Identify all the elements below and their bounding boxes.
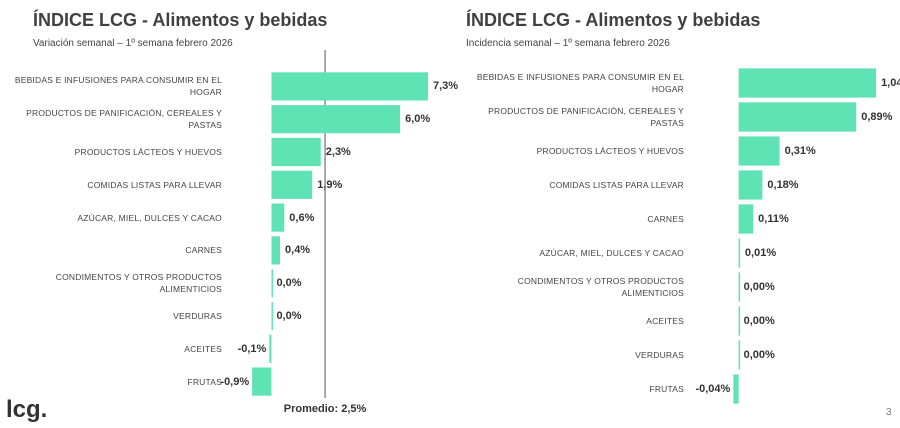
category-label: COMIDAS LISTAS PARA LLEVAR [87, 179, 222, 190]
bar [271, 72, 428, 101]
bar [271, 203, 285, 232]
category-label: PRODUCTOS DE PANIFICACIÓN, CEREALES Y PA… [488, 106, 684, 128]
category-label: ACEITES [184, 343, 222, 354]
category-label: PRODUCTOS LÁCTEOS Y HUEVOS [536, 146, 684, 156]
category-label: PRODUCTOS DE PANIFICACIÓN, CEREALES Y PA… [26, 108, 222, 131]
category-label: AZÚCAR, MIEL, DULCES Y CACAO [539, 248, 684, 258]
category-label: ACEITES [646, 316, 684, 326]
category-label: AZÚCAR, MIEL, DULCES Y CACAO [77, 212, 222, 223]
bar [738, 170, 763, 200]
bar [271, 269, 273, 298]
value-label: 1,9% [317, 178, 343, 191]
value-label: 2,3% [325, 146, 351, 158]
value-label: 0,00% [743, 349, 775, 361]
category-label: CARNES [185, 245, 222, 256]
value-label: -0,1% [237, 342, 267, 355]
value-label: 0,31% [784, 145, 816, 157]
chart-subtitle: Variación semanal – 1º semana febrero 20… [33, 38, 233, 49]
bar [271, 170, 313, 199]
category-label: FRUTAS [187, 376, 222, 387]
value-label: 7,3% [432, 80, 459, 93]
bar [271, 137, 321, 167]
value-label: 0,00% [743, 281, 775, 293]
bar [738, 102, 857, 132]
value-label: 0,0% [276, 310, 302, 322]
bar [269, 334, 272, 363]
bar [738, 204, 754, 234]
bar [738, 340, 741, 370]
value-label: 0,18% [767, 179, 799, 191]
value-label: 0,0% [276, 277, 302, 290]
category-label: VERDURAS [635, 350, 684, 360]
bar [271, 236, 281, 265]
category-label: BEBIDAS E INFUSIONES PARA CONSUMIR EN EL… [476, 72, 684, 94]
category-label: CONDIMENTOS Y OTROS PRODUCTOS ALIMENTICI… [517, 276, 684, 298]
chart-subtitle: Incidencia semanal – 1º semana febrero 2… [466, 38, 670, 49]
category-label: COMIDAS LISTAS PARA LLEVAR [549, 180, 684, 190]
value-label: 0,6% [289, 211, 315, 224]
bar [252, 367, 272, 396]
reference-label: Promedio: 2,5% [283, 403, 367, 415]
value-label: 0,11% [758, 213, 789, 225]
category-label: VERDURAS [173, 311, 222, 321]
chart-title: ÍNDICE LCG - Alimentos y bebidas [33, 10, 328, 30]
category-label: PRODUCTOS LÁCTEOS Y HUEVOS [74, 147, 222, 157]
page-number: 3 [886, 407, 892, 418]
logo: lcg. [6, 396, 48, 423]
category-label: BEBIDAS E INFUSIONES PARA CONSUMIR EN EL… [14, 75, 222, 98]
value-label: 0,00% [743, 315, 775, 327]
chart-title: ÍNDICE LCG - Alimentos y bebidas [466, 10, 761, 30]
value-label: 6,0% [405, 113, 431, 126]
category-label: FRUTAS [649, 384, 684, 394]
bar [271, 301, 273, 331]
bar [271, 105, 401, 134]
value-label: 0,4% [285, 244, 311, 257]
category-label: CARNES [647, 214, 684, 224]
value-label: -0,04% [695, 383, 731, 395]
value-label: 1,04% [881, 77, 900, 89]
category-label: CONDIMENTOS Y OTROS PRODUCTOS ALIMENTICI… [55, 272, 222, 295]
bar [733, 374, 739, 404]
bar [738, 68, 877, 98]
bar [738, 306, 741, 336]
bar [738, 136, 780, 166]
value-label: -0,9% [220, 375, 250, 388]
bar [738, 238, 741, 268]
bar [738, 272, 741, 302]
value-label: 0,01% [744, 247, 777, 259]
value-label: 0,89% [861, 111, 893, 123]
